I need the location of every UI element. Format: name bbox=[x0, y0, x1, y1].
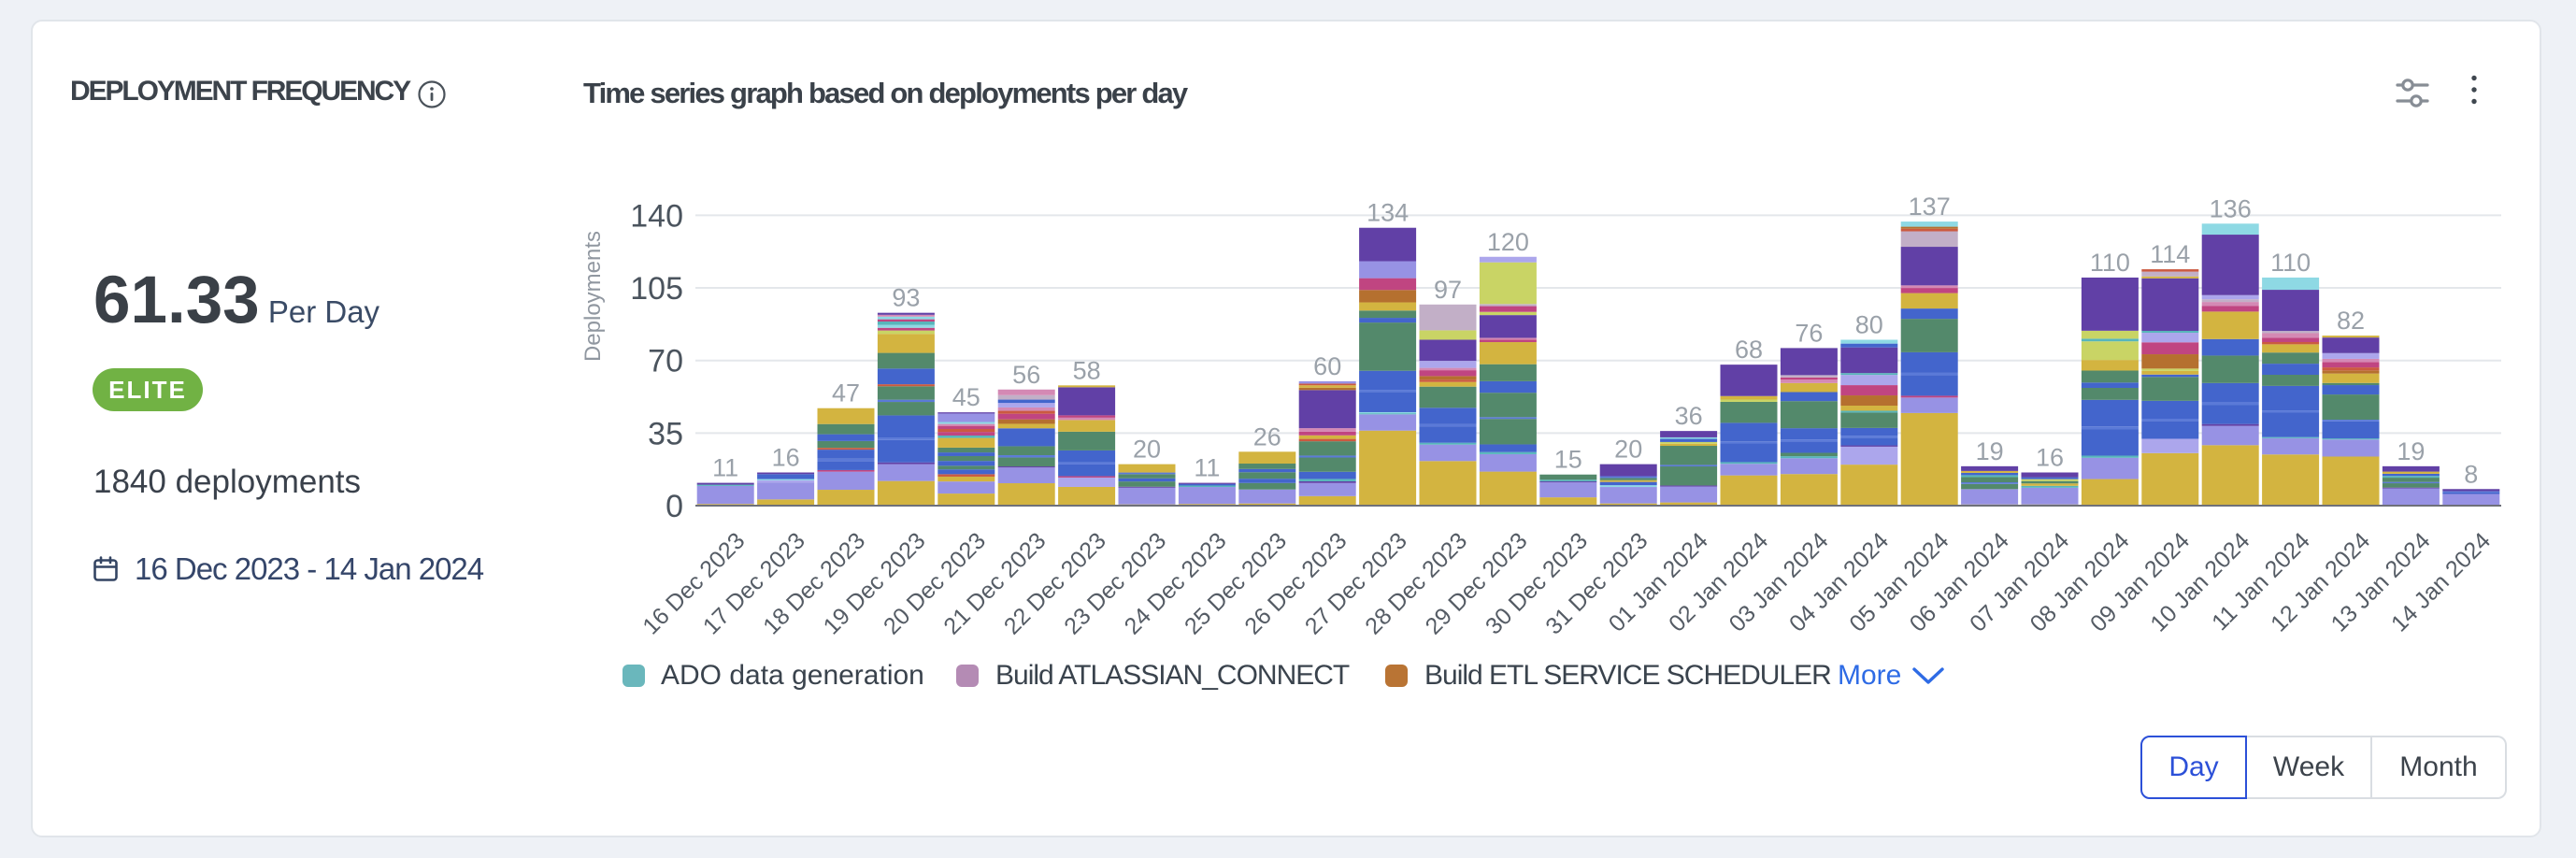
svg-text:8: 8 bbox=[2464, 460, 2478, 488]
svg-text:0: 0 bbox=[665, 489, 683, 524]
svg-text:80: 80 bbox=[1855, 311, 1883, 339]
svg-text:140: 140 bbox=[630, 198, 683, 234]
svg-text:20: 20 bbox=[1133, 436, 1161, 464]
svg-text:134: 134 bbox=[1367, 199, 1409, 227]
svg-text:70: 70 bbox=[648, 344, 683, 379]
svg-text:Deployments: Deployments bbox=[580, 231, 606, 362]
svg-text:110: 110 bbox=[2270, 249, 2311, 277]
svg-text:58: 58 bbox=[1073, 356, 1101, 384]
svg-text:20: 20 bbox=[1614, 436, 1642, 464]
svg-text:110: 110 bbox=[2090, 249, 2130, 277]
svg-text:15: 15 bbox=[1554, 446, 1582, 474]
svg-text:45: 45 bbox=[952, 383, 980, 411]
svg-text:36: 36 bbox=[1675, 402, 1703, 430]
svg-text:11: 11 bbox=[1194, 454, 1220, 482]
svg-text:76: 76 bbox=[1795, 319, 1823, 347]
svg-text:16: 16 bbox=[2036, 444, 2064, 472]
svg-text:11: 11 bbox=[712, 454, 738, 482]
svg-text:16: 16 bbox=[772, 444, 800, 472]
svg-text:60: 60 bbox=[1313, 352, 1341, 380]
svg-text:105: 105 bbox=[630, 271, 683, 307]
svg-text:19: 19 bbox=[1976, 437, 2004, 465]
svg-text:136: 136 bbox=[2210, 194, 2252, 222]
svg-text:82: 82 bbox=[2337, 307, 2365, 335]
svg-text:114: 114 bbox=[2150, 240, 2190, 268]
svg-text:35: 35 bbox=[648, 416, 683, 451]
svg-text:68: 68 bbox=[1735, 336, 1763, 364]
svg-text:97: 97 bbox=[1434, 276, 1462, 304]
svg-text:47: 47 bbox=[832, 379, 860, 408]
svg-text:93: 93 bbox=[892, 284, 920, 312]
svg-text:26: 26 bbox=[1253, 422, 1281, 450]
svg-text:120: 120 bbox=[1487, 228, 1529, 256]
svg-text:56: 56 bbox=[1012, 361, 1040, 389]
svg-text:19: 19 bbox=[2397, 437, 2425, 465]
svg-text:137: 137 bbox=[1909, 193, 1951, 221]
